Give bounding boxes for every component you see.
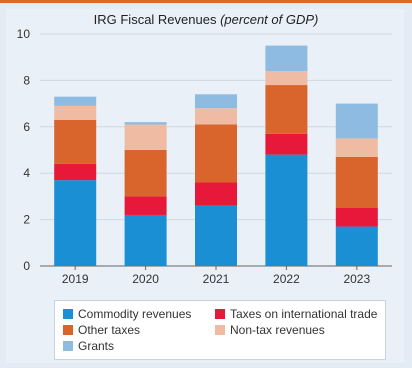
legend-swatch xyxy=(63,341,73,351)
bar-commodity-revenues-2022 xyxy=(265,154,308,266)
bar-other-taxes-2022 xyxy=(265,85,308,134)
bar-commodity-revenues-2021 xyxy=(195,205,237,266)
legend-item-other-taxes: Other taxes xyxy=(63,323,140,337)
bar-non-tax-revenues-2019 xyxy=(54,105,97,120)
legend-item-grants: Grants xyxy=(63,339,114,353)
legend-item-commodity-revenues: Commodity revenues xyxy=(63,307,191,321)
legend-label: Non-tax revenues xyxy=(230,323,325,337)
chart-title-main: IRG Fiscal Revenues xyxy=(93,12,217,27)
bar-non-tax-revenues-2021 xyxy=(195,108,237,125)
legend-item-taxes-international-trade: Taxes on international trade xyxy=(215,307,377,321)
bar-taxes-on-international-trade-2022 xyxy=(265,133,308,155)
legend-swatch xyxy=(63,325,73,335)
x-tick-label: 2021 xyxy=(203,272,230,286)
legend-label: Taxes on international trade xyxy=(230,307,378,321)
chart-legend: Commodity revenues Taxes on internationa… xyxy=(54,300,386,360)
y-tick-label: 0 xyxy=(23,259,30,273)
bar-taxes-on-international-trade-2021 xyxy=(195,182,237,206)
bar-grants-2021 xyxy=(195,94,237,109)
y-tick-label: 2 xyxy=(23,213,30,227)
y-tick-label: 8 xyxy=(23,73,30,87)
bar-taxes-on-international-trade-2019 xyxy=(54,163,97,181)
bar-non-tax-revenues-2020 xyxy=(124,124,167,150)
y-tick-label: 6 xyxy=(23,120,30,134)
chart-title: IRG Fiscal Revenues (percent of GDP) xyxy=(0,12,412,27)
bar-other-taxes-2019 xyxy=(54,119,97,164)
legend-label: Other taxes xyxy=(78,323,141,337)
bar-grants-2020 xyxy=(124,122,167,125)
bar-grants-2019 xyxy=(54,96,97,106)
y-tick-label: 10 xyxy=(17,27,31,41)
bar-commodity-revenues-2023 xyxy=(335,226,378,266)
bar-non-tax-revenues-2023 xyxy=(335,138,378,157)
x-tick-label: 2020 xyxy=(132,272,159,286)
bar-grants-2023 xyxy=(335,103,378,139)
bar-grants-2022 xyxy=(265,45,308,72)
y-tick-label: 4 xyxy=(23,166,30,180)
legend-item-non-tax-revenues: Non-tax revenues xyxy=(215,323,325,337)
x-tick-label: 2019 xyxy=(62,272,89,286)
bar-taxes-on-international-trade-2020 xyxy=(124,196,167,215)
bar-other-taxes-2023 xyxy=(335,156,378,208)
legend-swatch xyxy=(215,325,225,335)
bar-other-taxes-2020 xyxy=(124,150,167,197)
legend-label: Grants xyxy=(78,339,115,353)
bar-commodity-revenues-2020 xyxy=(124,214,167,266)
x-tick-label: 2022 xyxy=(273,272,300,286)
legend-swatch xyxy=(63,309,73,319)
bar-taxes-on-international-trade-2023 xyxy=(335,208,378,227)
bar-non-tax-revenues-2022 xyxy=(265,71,308,86)
legend-label: Commodity revenues xyxy=(78,307,192,321)
chart-title-unit: (percent of GDP) xyxy=(220,12,319,27)
bar-other-taxes-2021 xyxy=(195,124,237,183)
legend-swatch xyxy=(215,309,225,319)
bar-commodity-revenues-2019 xyxy=(54,180,97,266)
x-tick-label: 2023 xyxy=(343,272,370,286)
